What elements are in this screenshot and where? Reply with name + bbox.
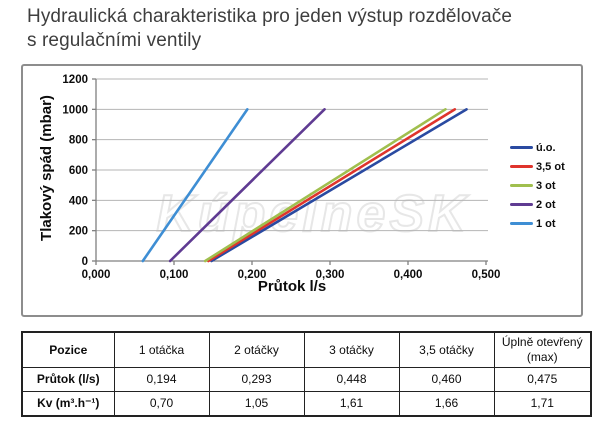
page-title-line2: s regulačními ventily	[27, 30, 202, 51]
x-tick-label: 0,400	[394, 269, 423, 281]
x-tick-label: 0,500	[472, 269, 501, 281]
legend-item: 3 ot	[510, 179, 582, 192]
y-tick-label: 600	[69, 165, 88, 177]
table-header-cell: 3 otáčky	[303, 331, 400, 368]
table-header-cell: 2 otáčky	[208, 331, 305, 368]
table-value-cell: 0,293	[208, 367, 305, 392]
series-line--o-	[210, 108, 468, 263]
legend-item: ú.o.	[510, 141, 582, 154]
table-value-cell: 0,194	[113, 367, 210, 392]
legend-item: 3,5 ot	[510, 160, 582, 173]
legend-line-swatch-icon	[510, 222, 533, 225]
legend-label: ú.o.	[536, 141, 556, 154]
y-tick-label: 1000	[62, 104, 88, 116]
table-value-cell: 0,460	[398, 367, 495, 392]
table-value-cell: 0,475	[493, 367, 592, 392]
page-title-line1: Hydraulická charakteristika pro jeden vý…	[27, 6, 513, 27]
table-value-cell: 0,70	[113, 391, 210, 417]
legend-label: 3,5 ot	[536, 160, 565, 173]
legend-line-swatch-icon	[510, 146, 533, 149]
x-tick-label: 0,300	[316, 269, 345, 281]
legend-label: 3 ot	[536, 179, 556, 192]
chart-legend: ú.o. 3,5 ot 3 ot 2 ot 1 ot	[510, 141, 582, 230]
y-tick-label: 200	[69, 226, 88, 238]
table-row-label: Průtok (l/s)	[21, 367, 115, 392]
legend-line-swatch-icon	[510, 203, 533, 206]
legend-line-swatch-icon	[510, 184, 533, 187]
x-tick-label: 0,100	[160, 269, 189, 281]
legend-line-swatch-icon	[510, 165, 533, 168]
table-row: Kv (m³.h⁻¹) 0,70 1,05 1,61 1,66 1,71	[21, 391, 592, 417]
series-line-1-ot	[141, 108, 249, 263]
table-header-cell: 1 otáčka	[113, 331, 210, 368]
legend-item: 1 ot	[510, 217, 582, 230]
y-tick-label: 400	[69, 195, 88, 207]
hydraulic-characteristic-chart: KúpelneSK 0 200 400 600 800 1000 1200 0,000 0,10…	[21, 64, 583, 317]
valve-position-table: Pozice 1 otáčka 2 otáčky 3 otáčky 3,5 otáčky…	[21, 331, 592, 417]
series-line-3-5-ot	[207, 108, 457, 263]
x-tick-label: 0,200	[238, 269, 267, 281]
table-value-cell: 1,61	[303, 391, 400, 417]
chart-plot-area: 0 200 400 600 800 1000 1200 0,000 0,100 0,200 0,30…	[62, 74, 501, 281]
table-value-cell: 1,71	[493, 391, 592, 417]
y-tick-label: 800	[69, 135, 88, 147]
table-value-cell: 1,66	[398, 391, 495, 417]
y-tick-label: 1200	[62, 74, 88, 86]
table-value-cell: 1,05	[208, 391, 305, 417]
legend-label: 2 ot	[536, 198, 556, 211]
y-axis-title: Tlakový spád (mbar)	[38, 95, 55, 241]
legend-item: 2 ot	[510, 198, 582, 211]
x-tick-label: 0,000	[82, 269, 111, 281]
page-title: Hydraulická charakteristika pro jeden vý…	[27, 5, 587, 53]
table-header-row: Pozice 1 otáčka 2 otáčky 3 otáčky 3,5 otáčky…	[21, 331, 592, 368]
table-header-cell: 3,5 otáčky	[398, 331, 495, 368]
legend-label: 1 ot	[536, 217, 556, 230]
x-axis-title: Průtok l/s	[257, 278, 327, 295]
table-row-label: Kv (m³.h⁻¹)	[21, 391, 115, 417]
table-value-cell: 0,448	[303, 367, 400, 392]
table-header-pozice: Pozice	[21, 331, 115, 368]
series-line-2-ot	[168, 108, 326, 263]
series-line-3-ot	[203, 108, 447, 263]
table-row: Průtok (l/s) 0,194 0,293 0,448 0,460 0,475	[21, 367, 592, 392]
y-tick-label: 0	[82, 256, 88, 268]
table-header-cell: Úplně otevřený (max)	[493, 331, 592, 368]
